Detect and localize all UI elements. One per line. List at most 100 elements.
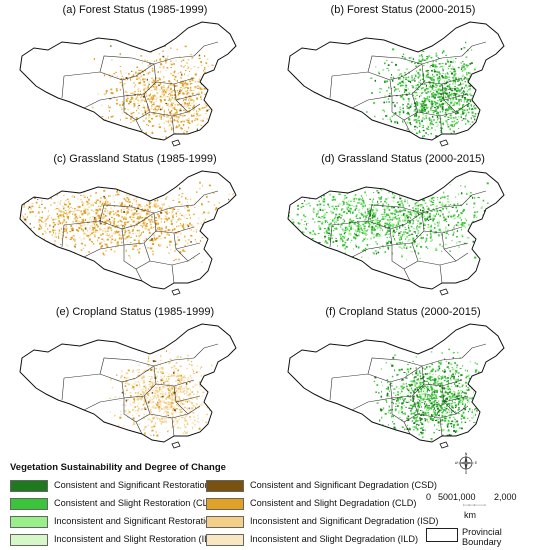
- provincial-boundary: [351, 397, 393, 411]
- china-map: [287, 170, 505, 296]
- provincial-boundary: [403, 421, 411, 435]
- provincial-boundary: [121, 63, 155, 81]
- provincial-boundary: [441, 232, 469, 262]
- provincial-boundary: [441, 83, 469, 113]
- provincial-boundary: [123, 398, 151, 423]
- provincial-boundary: [61, 75, 65, 99]
- provincial-boundary: [173, 232, 201, 262]
- provincial-boundary: [399, 55, 463, 65]
- provincial-boundary: [411, 93, 457, 117]
- provincial-boundary: [443, 395, 469, 403]
- map-panel-cropland-2000: (f) Cropland Status (2000-2015): [272, 306, 534, 454]
- provincial-boundary: [367, 357, 401, 375]
- vegetation-change-pixels: [91, 44, 236, 140]
- island-outline: [439, 288, 449, 296]
- panel-title: (d) Grassland Status (2000-2015): [321, 153, 485, 165]
- provincial-boundary: [389, 63, 423, 81]
- provincial-boundary: [171, 417, 175, 437]
- legend-swatch: [206, 498, 244, 510]
- provincial-boundary: [461, 343, 487, 359]
- provincial-boundary: [171, 264, 175, 284]
- compass-letter: N: [465, 452, 468, 456]
- provincial-boundary: [171, 115, 175, 135]
- national-border: [19, 170, 237, 290]
- provincial-boundary: [367, 55, 401, 73]
- scale-unit: km: [464, 510, 476, 520]
- compass-letter: W: [455, 461, 458, 465]
- national-border: [19, 21, 237, 141]
- panel-title: (a) Forest Status (1985-1999): [62, 4, 208, 16]
- provincial-boundary: [175, 242, 201, 250]
- national-border: [287, 21, 505, 141]
- provincial-boundary: [173, 83, 201, 113]
- legend-title: Vegetation Sustainability and Degree of …: [10, 462, 226, 473]
- national-border: [287, 323, 505, 443]
- provincial-boundary: [175, 93, 201, 101]
- provincial-boundary: [135, 421, 143, 435]
- panel-title: (e) Cropland Status (1985-1999): [55, 306, 215, 318]
- provincial-boundary: [331, 71, 393, 97]
- boundary-label: Provincial Boundary: [462, 527, 502, 547]
- provincial-boundary: [421, 365, 463, 387]
- legend-swatch: [206, 480, 244, 492]
- legend-swatch: [206, 516, 244, 528]
- provincial-boundary: [391, 245, 419, 270]
- map-panel-forest-1985: (a) Forest Status (1985-1999): [4, 4, 266, 152]
- provincial-boundary: [135, 119, 143, 133]
- provincial-boundary: [143, 242, 189, 266]
- provincial-boundary: [391, 96, 419, 121]
- china-map: [19, 21, 237, 147]
- provincial-boundary: [441, 385, 469, 415]
- provincial-boundary: [461, 190, 487, 206]
- provincial-boundary: [61, 224, 65, 248]
- legend-label: Inconsistent and Significant Restoration…: [54, 516, 240, 526]
- provincial-boundary: [123, 383, 157, 399]
- legend-swatch: [10, 498, 48, 510]
- provincial-boundary: [367, 204, 401, 222]
- provincial-boundary: [403, 119, 411, 133]
- provincial-boundary: [63, 373, 125, 399]
- provincial-boundary: [439, 264, 443, 284]
- map-panel-forest-2000: (b) Forest Status (2000-2015): [272, 4, 534, 152]
- scale-tick-label: 2,000: [494, 492, 517, 502]
- provincial-boundary: [99, 204, 133, 222]
- legend-label: Inconsistent and Slight Restoration (ILR…: [54, 534, 219, 544]
- provincial-boundary: [61, 377, 65, 401]
- island-outline: [171, 288, 181, 296]
- island-outline: [439, 139, 449, 147]
- provincial-boundary: [99, 357, 133, 375]
- provincial-boundary: [399, 204, 463, 214]
- provincial-boundary: [389, 212, 423, 230]
- provincial-boundary: [131, 204, 195, 214]
- provincial-boundary: [83, 95, 125, 109]
- provincial-boundary: [329, 224, 333, 248]
- panel-title: (c) Grassland Status (1985-1999): [53, 153, 217, 165]
- provincial-boundary: [193, 190, 219, 206]
- provincial-boundary: [331, 220, 393, 246]
- provincial-boundary: [63, 220, 125, 246]
- china-map: [19, 170, 237, 296]
- map-panel-cropland-1985: (e) Cropland Status (1985-1999): [4, 306, 266, 454]
- national-border: [287, 170, 505, 290]
- vegetation-change-pixels: [288, 182, 504, 261]
- map-panel-grassland-1985: (c) Grassland Status (1985-1999): [4, 153, 266, 301]
- provincial-boundary: [351, 95, 393, 109]
- legend-swatch: [10, 516, 48, 528]
- provincial-boundary: [439, 417, 443, 437]
- provincial-boundary: [153, 365, 195, 387]
- china-map: [287, 323, 505, 449]
- scale-tick-label: 5001,000: [438, 492, 476, 502]
- legend-label: Consistent and Significant Restoration (…: [54, 480, 238, 490]
- china-map: [19, 323, 237, 449]
- provincial-boundary: [153, 63, 195, 85]
- provincial-boundary: [175, 395, 201, 403]
- provincial-boundary: [443, 242, 469, 250]
- provincial-boundary: [143, 395, 189, 419]
- national-border: [19, 323, 237, 443]
- panel-title: (f) Cropland Status (2000-2015): [325, 306, 481, 318]
- provincial-boundary: [193, 343, 219, 359]
- provincial-boundary: [391, 398, 419, 423]
- legend-label: Consistent and Slight Restoration (CLR): [54, 498, 218, 508]
- compass-letter: E: [475, 461, 477, 465]
- provincial-boundary: [173, 385, 201, 415]
